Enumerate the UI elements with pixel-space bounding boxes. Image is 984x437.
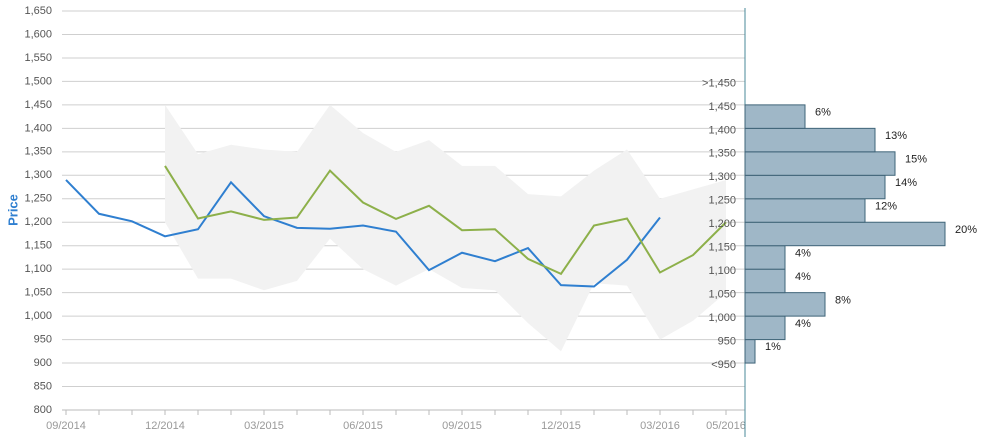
histogram-bar — [744, 104, 806, 129]
range-band — [165, 104, 726, 352]
histogram-bin-label: 1,300 — [708, 171, 736, 183]
histogram-value-label: 13% — [885, 130, 907, 142]
y-axis-label: Price — [5, 194, 20, 226]
y-tick-label: 1,050 — [24, 287, 52, 299]
y-tick-label: 1,350 — [24, 146, 52, 158]
y-tick-label: 1,500 — [24, 75, 52, 87]
y-tick-label: 1,100 — [24, 263, 52, 275]
line-series — [164, 165, 727, 276]
x-tick-label: 12/2015 — [541, 420, 581, 432]
y-tick-label: 1,450 — [24, 99, 52, 111]
histogram-bin-label: <950 — [711, 359, 736, 371]
histogram-bin-label: 1,050 — [708, 289, 736, 301]
histogram-value-label: 4% — [795, 318, 811, 330]
y-tick-label: 800 — [34, 404, 52, 416]
histogram-bar — [744, 339, 756, 364]
histogram-value-label: 4% — [795, 247, 811, 259]
histogram-value-label: 20% — [955, 224, 977, 236]
histogram-value-label: 4% — [795, 271, 811, 283]
y-tick-label: 1,150 — [24, 240, 52, 252]
histogram-bin-label: 1,100 — [708, 265, 736, 277]
histogram-value-label: 12% — [875, 200, 897, 212]
y-tick-label: 1,200 — [24, 216, 52, 228]
histogram-bin-label: 1,400 — [708, 124, 736, 136]
x-tick-label: 03/2016 — [640, 420, 680, 432]
histogram-bin-label: 1,250 — [708, 195, 736, 207]
y-tick-label: 950 — [34, 333, 52, 345]
histogram-bar — [744, 198, 866, 223]
histogram-bin-label: 1,450 — [708, 101, 736, 113]
histogram-bar — [744, 268, 786, 294]
histogram-bar — [744, 151, 896, 176]
x-tick-label: 12/2014 — [145, 420, 185, 432]
histogram-bin-label: 1,000 — [708, 312, 736, 324]
histogram-value-label: 8% — [835, 294, 851, 306]
histogram-bar — [744, 245, 786, 270]
histogram-bar — [744, 315, 786, 341]
histogram-bar — [744, 174, 886, 200]
histogram-value-label: 14% — [895, 177, 917, 189]
x-tick-label: 03/2015 — [244, 420, 284, 432]
y-tick-label: 1,550 — [24, 52, 52, 64]
x-tick-label: 09/2014 — [46, 420, 86, 432]
x-tick-label: 05/2016 — [706, 420, 746, 432]
y-tick-label: 1,600 — [24, 28, 52, 40]
histogram-bar — [744, 292, 826, 317]
x-tick-label: 09/2015 — [442, 420, 482, 432]
y-tick-label: 1,250 — [24, 193, 52, 205]
y-tick-label: 1,300 — [24, 169, 52, 181]
y-tick-label: 900 — [34, 357, 52, 369]
x-tick-label: 06/2015 — [343, 420, 383, 432]
y-tick-label: 850 — [34, 380, 52, 392]
histogram-bin-label: >1,450 — [702, 77, 736, 89]
y-tick-label: 1,000 — [24, 310, 52, 322]
histogram-bar — [744, 127, 876, 153]
histogram-bin-label: 950 — [718, 335, 736, 347]
histogram-bar — [744, 221, 946, 247]
y-tick-label: 1,400 — [24, 122, 52, 134]
histogram-value-label: 15% — [905, 153, 927, 165]
histogram-bin-label: 1,350 — [708, 148, 736, 160]
histogram-value-label: 1% — [765, 341, 781, 353]
histogram-bin-label: 1,150 — [708, 242, 736, 254]
histogram-value-label: 6% — [815, 107, 831, 119]
line-series — [65, 179, 661, 288]
histogram-bin-label: 1,200 — [708, 218, 736, 230]
y-tick-label: 1,650 — [24, 5, 52, 17]
